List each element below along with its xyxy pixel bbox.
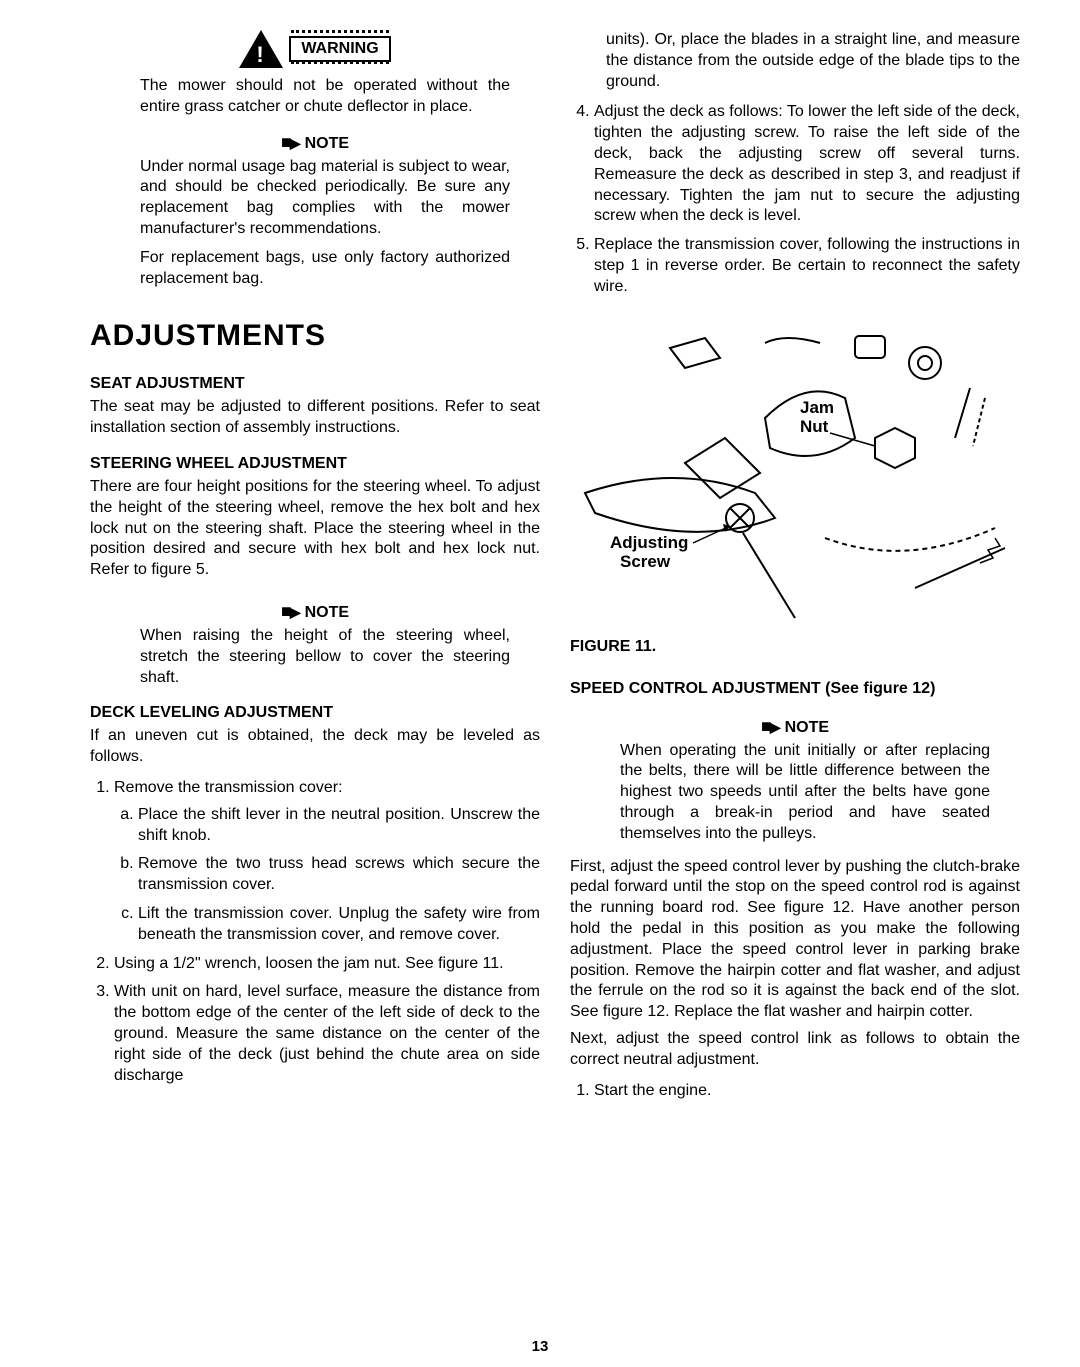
fig-jam-label: Jam — [800, 398, 834, 417]
seat-adjustment-heading: SEAT ADJUSTMENT — [90, 375, 540, 393]
deck-substeps: Place the shift lever in the neutral pos… — [114, 805, 540, 946]
arrow-icon — [281, 604, 305, 621]
right-column: units). Or, place the blades in a straig… — [570, 30, 1020, 1347]
speed-steps: Start the engine. — [570, 1081, 1020, 1110]
note-label: NOTE — [305, 135, 349, 152]
speed-body-1: First, adjust the speed control lever by… — [570, 857, 1020, 1023]
warning-triangle-icon — [239, 30, 283, 68]
deck-heading: DECK LEVELING ADJUSTMENT — [90, 704, 540, 722]
figure-11-diagram: Jam Nut Adjusting Screw — [570, 318, 1020, 628]
warning-body: The mower should not be operated without… — [140, 76, 510, 118]
note-heading-3: NOTE — [570, 716, 1020, 737]
deck-steps-cont: Adjust the deck as follows: To lower the… — [570, 102, 1020, 305]
note-heading-1: NOTE — [90, 132, 540, 153]
note-label: NOTE — [305, 604, 349, 621]
figure-11-caption: FIGURE 11. — [570, 638, 1020, 656]
steering-body: There are four height positions for the … — [90, 477, 540, 581]
arrow-icon — [761, 719, 785, 736]
deck-substep-b: Remove the two truss head screws which s… — [138, 854, 540, 896]
deck-step-1-text: Remove the transmission cover: — [114, 779, 343, 796]
fig-adj-label: Adjusting — [610, 533, 688, 552]
deck-step-3-cont: units). Or, place the blades in a straig… — [606, 30, 1020, 92]
fig-screw-label: Screw — [620, 552, 671, 571]
deck-step-4: Adjust the deck as follows: To lower the… — [594, 102, 1020, 227]
deck-step-5: Replace the transmission cover, followin… — [594, 235, 1020, 297]
note-body-1b: For replacement bags, use only factory a… — [140, 248, 510, 290]
speed-control-heading: SPEED CONTROL ADJUSTMENT (See figure 12) — [570, 680, 1020, 698]
steering-heading: STEERING WHEEL ADJUSTMENT — [90, 455, 540, 473]
seat-adjustment-body: The seat may be adjusted to different po… — [90, 397, 540, 439]
deck-step-1: Remove the transmission cover: Place the… — [114, 778, 540, 946]
fig-nut-label: Nut — [800, 417, 829, 436]
warning-label: WARNING — [289, 36, 390, 62]
deck-body: If an uneven cut is obtained, the deck m… — [90, 726, 540, 768]
deck-substep-a: Place the shift lever in the neutral pos… — [138, 805, 540, 847]
left-column: WARNING The mower should not be operated… — [90, 30, 540, 1347]
deck-step-3: With unit on hard, level surface, measur… — [114, 982, 540, 1086]
deck-steps-list: Remove the transmission cover: Place the… — [90, 778, 540, 1094]
adjustments-heading: ADJUSTMENTS — [90, 319, 540, 353]
note-label: NOTE — [785, 719, 829, 736]
speed-step-1: Start the engine. — [594, 1081, 1020, 1102]
deck-substep-c: Lift the transmission cover. Unplug the … — [138, 904, 540, 946]
speed-body-2: Next, adjust the speed control link as f… — [570, 1029, 1020, 1071]
arrow-icon — [281, 135, 305, 152]
note-heading-2: NOTE — [90, 601, 540, 622]
speed-note-body: When operating the unit initially or aft… — [620, 741, 990, 845]
page-number: 13 — [532, 1338, 549, 1355]
steering-note-body: When raising the height of the steering … — [140, 626, 510, 688]
warning-callout: WARNING — [239, 30, 390, 68]
deck-step-2: Using a 1/2" wrench, loosen the jam nut.… — [114, 954, 540, 975]
note-body-1a: Under normal usage bag material is subje… — [140, 157, 510, 240]
